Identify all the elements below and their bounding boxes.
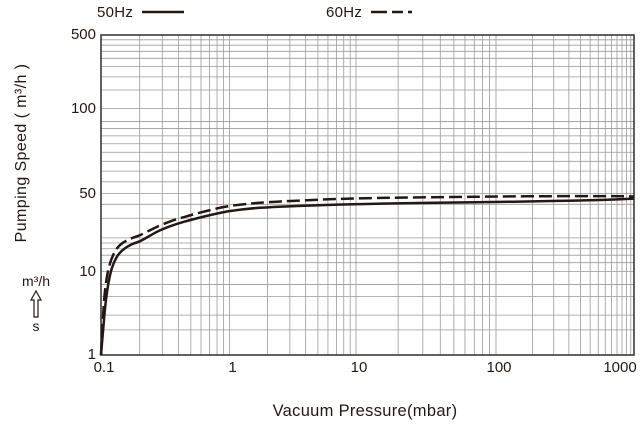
x-tick-label: 1 bbox=[228, 359, 237, 376]
x-tick-label: 100 bbox=[486, 359, 512, 376]
plot-border bbox=[100, 34, 635, 356]
legend-item-50hz: 50Hz bbox=[97, 3, 185, 21]
legend-item-60hz: 60Hz bbox=[326, 3, 418, 21]
y-tick-label: 10 bbox=[79, 262, 96, 280]
curve-60hz bbox=[99, 194, 634, 356]
up-arrow-icon bbox=[30, 290, 42, 318]
y-tick-label: 500 bbox=[70, 26, 96, 43]
y-tick-label: 50 bbox=[79, 184, 96, 202]
legend-dashed-line-sample bbox=[371, 10, 418, 14]
y-tick-label: 100 bbox=[70, 99, 96, 117]
legend-solid-line-sample bbox=[142, 10, 185, 14]
unit-note-denominator: s bbox=[32, 318, 40, 334]
unit-note-numerator: m³/h bbox=[22, 273, 50, 289]
x-tick-label: 10 bbox=[350, 359, 368, 376]
x-axis-title: Vacuum Pressure(mbar) bbox=[272, 402, 458, 420]
y-axis-title: Pumping Speed ( m³/h ) bbox=[13, 63, 30, 243]
curve-50hz bbox=[99, 197, 634, 356]
x-tick-label: 1000 bbox=[603, 359, 637, 376]
unit-conversion-note: m³/h s bbox=[13, 274, 59, 333]
x-tick-label: 0.1 bbox=[93, 359, 115, 376]
legend-label-50hz: 50Hz bbox=[97, 3, 134, 21]
legend-label-60hz: 60Hz bbox=[326, 3, 363, 21]
y-tick-label: 1 bbox=[87, 346, 96, 363]
